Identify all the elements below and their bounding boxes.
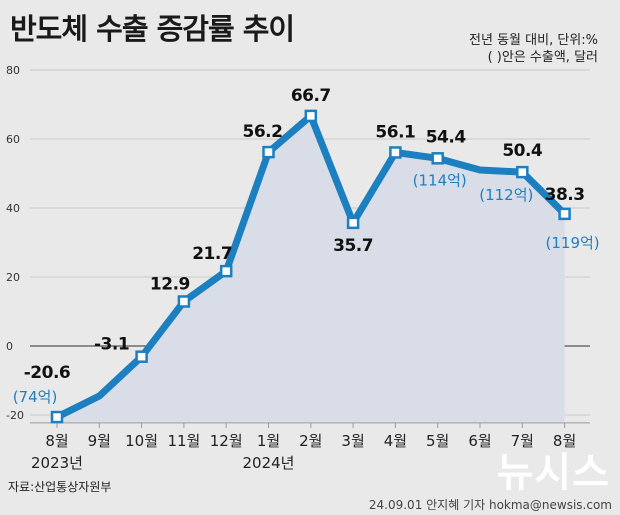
x-tick-label: 8월 xyxy=(45,432,68,450)
data-point xyxy=(558,207,571,221)
x-tick-label: 3월 xyxy=(341,432,364,450)
y-tick-label: -20 xyxy=(6,409,24,422)
value-label: 56.2 xyxy=(243,122,283,142)
x-tick-label: 2월 xyxy=(299,432,322,450)
x-tick-label: 9월 xyxy=(88,432,111,450)
y-tick-label: 80 xyxy=(6,64,20,77)
value-label: 38.3 xyxy=(545,185,585,205)
data-point xyxy=(304,109,318,123)
value-label: 56.1 xyxy=(375,122,415,142)
data-point xyxy=(262,145,275,159)
unit-line-2: ( )안은 수출액, 달러 xyxy=(487,50,598,65)
value-label: 66.7 xyxy=(291,86,331,106)
amount-label: (119억) xyxy=(546,234,600,252)
data-point xyxy=(516,165,529,179)
x-tick-label: 4월 xyxy=(384,432,407,450)
x-tick-label: 11월 xyxy=(167,432,200,450)
unit-line-1: 전년 동월 대비, 단위:% xyxy=(469,33,598,48)
data-point xyxy=(219,264,233,278)
data-point xyxy=(177,295,191,308)
x-tick-label: 8월 xyxy=(553,432,576,450)
year-label: 2024년 xyxy=(243,454,295,472)
year-label: 2023년 xyxy=(31,454,83,472)
amount-label: (74억) xyxy=(13,388,58,406)
credit-line: 24.09.01 안지혜 기자 hokma@newsis.com xyxy=(368,498,612,512)
y-tick-label: 0 xyxy=(6,340,13,353)
data-point xyxy=(135,350,148,363)
data-point xyxy=(50,410,64,424)
amount-label: (114억) xyxy=(413,171,467,189)
value-label: 12.9 xyxy=(150,274,190,294)
x-tick-label: 6월 xyxy=(468,432,491,450)
data-point xyxy=(431,152,444,165)
x-tick-label: 5월 xyxy=(426,432,449,450)
value-label: 35.7 xyxy=(333,236,373,256)
watermark-logo: 뉴시스 xyxy=(496,450,610,496)
source-note: 자료:산업통상자원부 xyxy=(8,480,112,494)
y-tick-label: 20 xyxy=(6,271,20,284)
x-tick-label: 10월 xyxy=(125,432,158,450)
value-label: -3.1 xyxy=(94,335,129,355)
data-point xyxy=(389,146,402,159)
area-fill xyxy=(57,115,565,422)
value-label: -20.6 xyxy=(24,363,71,383)
x-tick-label: 7월 xyxy=(511,432,534,450)
y-tick-label: 60 xyxy=(6,133,20,146)
x-tick-label: 1월 xyxy=(257,432,280,450)
y-tick-label: 40 xyxy=(6,202,20,215)
value-label: 54.4 xyxy=(426,127,467,147)
amount-label: (112억) xyxy=(479,186,533,204)
value-label: 21.7 xyxy=(192,244,232,264)
unit-note: 전년 동월 대비, 단위:% ( )안은 수출액, 달러 xyxy=(469,32,598,66)
data-point xyxy=(346,216,360,230)
chart-title: 반도체 수출 증감률 추이 xyxy=(10,12,295,46)
value-label: 50.4 xyxy=(502,141,543,161)
x-tick-label: 12월 xyxy=(210,432,243,450)
